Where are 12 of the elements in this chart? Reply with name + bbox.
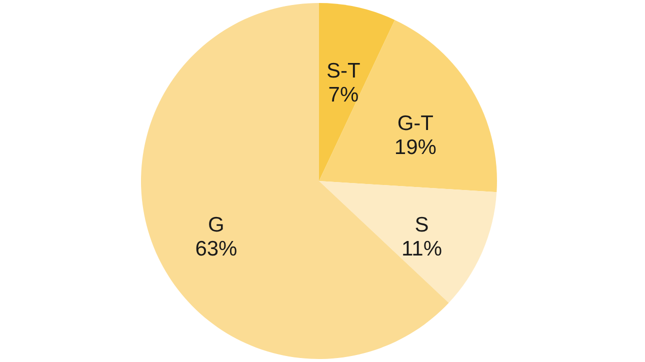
data-label: 63%	[195, 237, 238, 260]
slice-label: G	[208, 213, 224, 236]
pie-slice	[141, 3, 449, 359]
pie-slice	[319, 3, 395, 181]
slice-label: G-T	[397, 112, 434, 135]
slice-label: S	[414, 213, 429, 236]
data-label: 7%	[328, 84, 359, 107]
data-label: 19%	[394, 136, 436, 159]
data-label: 11%	[402, 237, 442, 260]
slice-label: S-T	[326, 60, 361, 83]
pie-slice	[319, 20, 497, 192]
pie-slice	[319, 181, 497, 303]
